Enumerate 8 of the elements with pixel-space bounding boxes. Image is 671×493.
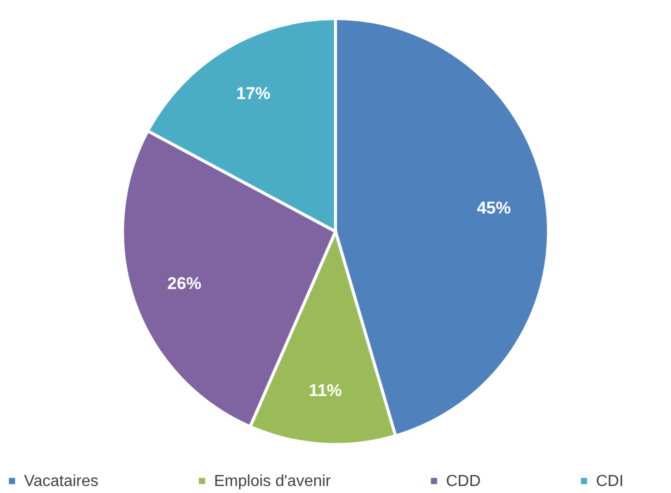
legend-label: Emplois d'avenir	[214, 473, 332, 490]
legend-label: Vacataires	[24, 473, 98, 490]
data-label: 17%	[236, 84, 270, 104]
legend-label: CDD	[446, 473, 481, 490]
data-label: 45%	[476, 198, 511, 218]
data-label: 26%	[167, 274, 202, 293]
data-label: 11%	[308, 381, 342, 400]
legend-label: CDI	[596, 473, 624, 490]
